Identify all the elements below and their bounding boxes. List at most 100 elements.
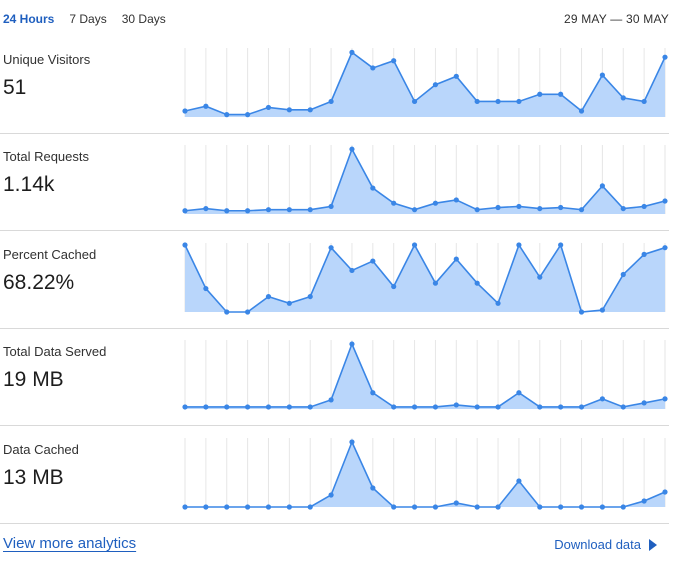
- data-point[interactable]: [349, 439, 355, 445]
- data-point[interactable]: [641, 203, 647, 210]
- data-point[interactable]: [578, 504, 585, 510]
- data-point[interactable]: [578, 207, 585, 213]
- data-point[interactable]: [474, 280, 480, 286]
- tab-30-days[interactable]: 30 Days: [121, 12, 166, 26]
- data-point[interactable]: [599, 504, 605, 510]
- data-point[interactable]: [474, 404, 480, 410]
- data-point[interactable]: [307, 293, 313, 300]
- data-point[interactable]: [411, 207, 418, 213]
- data-point[interactable]: [203, 205, 209, 212]
- data-point[interactable]: [620, 95, 626, 101]
- data-point[interactable]: [537, 504, 543, 510]
- data-point[interactable]: [349, 146, 355, 152]
- data-point[interactable]: [578, 108, 585, 114]
- data-point[interactable]: [370, 65, 376, 71]
- data-point[interactable]: [620, 504, 626, 510]
- data-point[interactable]: [307, 107, 313, 113]
- data-point[interactable]: [495, 404, 501, 410]
- data-point[interactable]: [620, 205, 626, 212]
- data-point[interactable]: [286, 107, 292, 113]
- data-point[interactable]: [537, 91, 543, 97]
- data-point[interactable]: [516, 242, 522, 248]
- data-point[interactable]: [495, 204, 501, 211]
- data-point[interactable]: [203, 404, 209, 410]
- data-point[interactable]: [558, 504, 564, 510]
- data-point[interactable]: [599, 396, 605, 402]
- data-point[interactable]: [662, 54, 668, 60]
- data-point[interactable]: [328, 492, 334, 498]
- data-point[interactable]: [432, 82, 439, 88]
- data-point[interactable]: [182, 404, 188, 410]
- data-point[interactable]: [265, 207, 272, 213]
- data-point[interactable]: [516, 478, 522, 484]
- data-point[interactable]: [391, 200, 397, 206]
- data-point[interactable]: [578, 404, 585, 410]
- data-point[interactable]: [349, 49, 355, 55]
- data-point[interactable]: [453, 256, 459, 262]
- data-point[interactable]: [265, 404, 272, 410]
- data-point[interactable]: [370, 185, 376, 191]
- data-point[interactable]: [662, 245, 668, 251]
- data-point[interactable]: [224, 112, 230, 118]
- data-point[interactable]: [411, 404, 418, 410]
- data-point[interactable]: [516, 98, 522, 105]
- view-more-analytics-link[interactable]: View more analytics: [3, 535, 137, 552]
- data-point[interactable]: [182, 504, 188, 510]
- data-point[interactable]: [453, 402, 459, 408]
- data-point[interactable]: [182, 242, 188, 248]
- data-point[interactable]: [328, 245, 334, 251]
- data-point[interactable]: [349, 267, 355, 274]
- data-point[interactable]: [245, 504, 251, 510]
- data-point[interactable]: [641, 98, 647, 105]
- data-point[interactable]: [411, 242, 418, 248]
- data-point[interactable]: [265, 504, 272, 510]
- data-point[interactable]: [578, 309, 585, 315]
- data-point[interactable]: [432, 200, 439, 206]
- data-point[interactable]: [620, 271, 626, 278]
- data-point[interactable]: [349, 341, 355, 347]
- data-point[interactable]: [537, 205, 543, 212]
- data-point[interactable]: [474, 504, 480, 510]
- data-point[interactable]: [307, 504, 313, 510]
- data-point[interactable]: [328, 203, 334, 210]
- data-point[interactable]: [286, 300, 292, 306]
- data-point[interactable]: [391, 283, 397, 290]
- data-point[interactable]: [224, 208, 230, 214]
- data-point[interactable]: [558, 404, 564, 410]
- data-point[interactable]: [558, 91, 564, 97]
- data-point[interactable]: [307, 404, 313, 410]
- data-point[interactable]: [662, 198, 668, 204]
- data-point[interactable]: [599, 307, 605, 313]
- data-point[interactable]: [453, 500, 459, 506]
- data-point[interactable]: [307, 207, 313, 213]
- data-point[interactable]: [203, 285, 209, 292]
- data-point[interactable]: [411, 98, 418, 105]
- data-point[interactable]: [662, 396, 668, 402]
- data-point[interactable]: [516, 203, 522, 210]
- data-point[interactable]: [641, 251, 647, 257]
- data-point[interactable]: [391, 58, 397, 64]
- data-point[interactable]: [453, 73, 459, 79]
- data-point[interactable]: [641, 498, 647, 504]
- data-point[interactable]: [370, 485, 376, 491]
- data-point[interactable]: [432, 404, 439, 410]
- data-point[interactable]: [558, 242, 564, 248]
- data-point[interactable]: [265, 293, 272, 300]
- data-point[interactable]: [495, 504, 501, 510]
- data-point[interactable]: [495, 300, 501, 306]
- data-point[interactable]: [245, 404, 251, 410]
- data-point[interactable]: [495, 98, 501, 105]
- tab-24-hours[interactable]: 24 Hours: [3, 12, 55, 26]
- data-point[interactable]: [245, 309, 251, 315]
- data-point[interactable]: [474, 98, 480, 105]
- download-data-button[interactable]: Download data: [554, 537, 657, 552]
- data-point[interactable]: [203, 504, 209, 510]
- data-point[interactable]: [411, 504, 418, 510]
- data-point[interactable]: [224, 309, 230, 315]
- data-point[interactable]: [224, 404, 230, 410]
- data-point[interactable]: [245, 208, 251, 214]
- data-point[interactable]: [391, 504, 397, 510]
- data-point[interactable]: [537, 274, 543, 280]
- data-point[interactable]: [286, 207, 292, 213]
- data-point[interactable]: [599, 183, 605, 189]
